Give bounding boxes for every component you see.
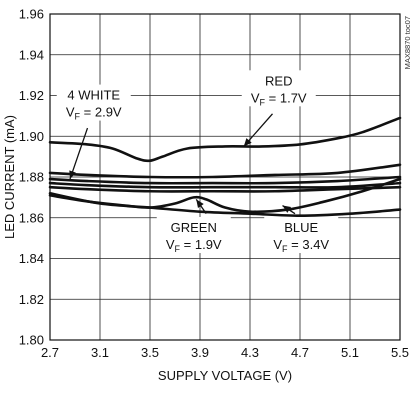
y-tick-label: 1.86 <box>19 210 44 225</box>
annotation-vf-blue: VF = 3.4V <box>273 237 329 254</box>
annotation-name-white: 4 WHITE <box>67 88 120 103</box>
vf-subscript: F <box>175 244 181 254</box>
series-line-white-c <box>48 181 402 189</box>
annotation-red: RED VF = 1.7V <box>241 70 316 107</box>
y-tick-label: 1.94 <box>19 47 44 62</box>
y-tick-label: 1.96 <box>19 7 44 22</box>
x-tick-label: 4.3 <box>241 345 259 360</box>
annotation-vf-green: VF = 1.9V <box>166 237 222 254</box>
y-tick-label: 1.88 <box>19 170 44 185</box>
plot-frame <box>49 13 401 341</box>
annotation-vf-red: VF = 1.7V <box>251 90 307 107</box>
annotation-bg-white <box>56 84 131 121</box>
vf-symbol: V <box>273 237 282 252</box>
vf-value: = 1.7V <box>265 90 307 105</box>
vf-symbol: V <box>166 237 175 252</box>
x-tick-label: 4.7 <box>291 345 309 360</box>
annotation-bg-green <box>156 217 231 254</box>
leader-arrowhead-white <box>69 170 76 180</box>
x-axis-label: SUPPLY VOLTAGE (V) <box>158 368 292 383</box>
y-tick-labels: 1.80 1.82 1.84 1.86 1.88 1.90 1.92 1.94 1.96 <box>19 7 44 348</box>
leader-arrowhead-green <box>196 199 204 208</box>
annotation-green: GREEN VF = 1.9V <box>156 217 231 254</box>
y-tick-label: 1.82 <box>19 292 44 307</box>
series-line-white-d <box>48 185 402 193</box>
x-tick-label: 3.5 <box>141 345 159 360</box>
series-line-white-a <box>48 163 402 179</box>
annotation-name-green: GREEN <box>171 220 217 235</box>
y-axis-label: LED CURRENT (mA) <box>2 115 17 239</box>
annotation-bg-red <box>241 70 316 107</box>
vf-symbol: V <box>251 90 260 105</box>
x-tick-label: 2.7 <box>41 345 59 360</box>
annotation-bg-blue <box>264 217 339 254</box>
annotation-vf-white: VF = 2.9V <box>66 105 122 122</box>
vf-value: = 1.9V <box>180 237 222 252</box>
vf-value: = 2.9V <box>80 105 122 120</box>
y-tick-label: 1.84 <box>19 251 44 266</box>
y-tick-label: 1.92 <box>19 88 44 103</box>
series-line-blue <box>48 192 402 218</box>
series-line-red <box>48 116 402 163</box>
vf-symbol: V <box>66 105 75 120</box>
annotation-name-red: RED <box>265 73 292 88</box>
vf-value: = 3.4V <box>288 237 330 252</box>
figure-code: MAX8870 toc07 <box>403 16 412 69</box>
leader-line-white <box>69 127 89 180</box>
leader-arrowhead-red <box>243 138 252 147</box>
leader-arrowhead-blue <box>282 205 292 213</box>
annotation-white: 4 WHITE VF = 2.9V <box>56 84 131 122</box>
y-tick-label: 1.90 <box>19 129 44 144</box>
vf-subscript: F <box>282 244 288 254</box>
series-line-white-b <box>48 175 402 185</box>
x-tick-label: 3.9 <box>191 345 209 360</box>
annotation-name-blue: BLUE <box>284 220 318 235</box>
y-tick-label: 1.80 <box>19 333 44 348</box>
x-tick-label: 3.1 <box>91 345 109 360</box>
vf-subscript: F <box>260 97 266 107</box>
x-tick-label: 5.1 <box>341 345 359 360</box>
annotation-leaders <box>69 113 296 215</box>
vf-subscript: F <box>75 112 81 122</box>
series-layer <box>48 116 402 218</box>
x-tick-label: 5.5 <box>391 345 409 360</box>
x-tick-labels: 2.7 3.1 3.5 3.9 4.3 4.7 5.1 5.5 <box>41 345 409 360</box>
